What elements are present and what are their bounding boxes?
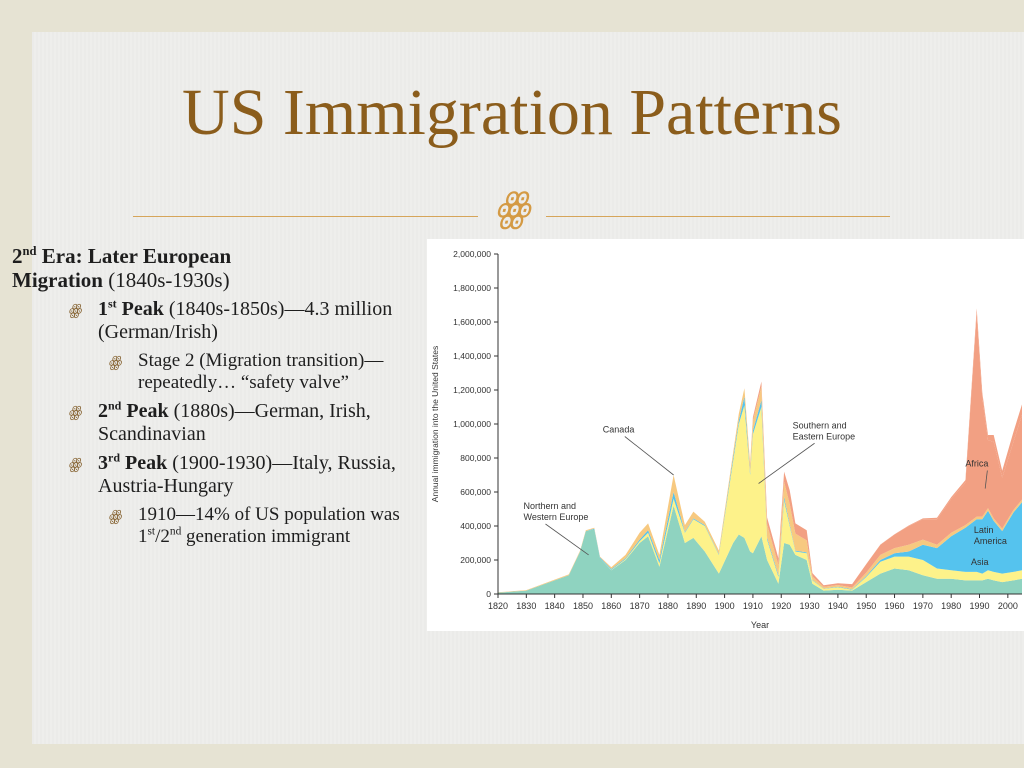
era-heading: 2nd Era: Later European Migration (1840s… <box>12 244 232 292</box>
bullet-first-peak: ꙮ 1st Peak (1840s-1850s)—4.3 million (Ge… <box>68 296 393 343</box>
y-tick-label: 1,400,000 <box>453 351 491 361</box>
chart-annotation-label: Latin <box>974 525 994 535</box>
y-tick-label: 1,800,000 <box>453 283 491 293</box>
annotation-pointer-line <box>984 470 988 489</box>
bullet-icon: ꙮ <box>68 405 82 421</box>
x-tick-label: 1840 <box>545 601 565 611</box>
immigration-chart: 0 200,000 400,000 600,000 800,000 1,000,000 1,… <box>427 239 1024 631</box>
title-divider-left <box>133 216 478 217</box>
chart-annotation-label: Africa <box>965 459 988 469</box>
annotation-pointer-line <box>624 436 674 476</box>
x-tick-label: 1880 <box>658 601 678 611</box>
area-series-northern-and-western-europe <box>498 505 1022 594</box>
x-axis-label: Year <box>751 620 769 630</box>
x-tick-label: 1910 <box>743 601 763 611</box>
y-tick-label: 800,000 <box>460 453 491 463</box>
x-tick-label: 1860 <box>601 601 621 611</box>
divider-ornament-icon: ꙮ <box>494 185 530 230</box>
bullet-icon: ꙮ <box>68 303 82 319</box>
x-tick-label: 1980 <box>941 601 961 611</box>
bullet-icon: ꙮ <box>108 355 122 371</box>
area-series-southern-and-eastern-europe <box>498 405 1022 593</box>
bullet-1910-population: ꙮ 1910—14% of US population was 1st/2nd … <box>108 504 400 547</box>
x-tick-label: 2000 <box>998 601 1018 611</box>
annotation-pointer-line <box>545 523 589 556</box>
y-tick-label: 1,000,000 <box>453 419 491 429</box>
x-tick-label: 1990 <box>969 601 989 611</box>
y-tick-label: 1,600,000 <box>453 317 491 327</box>
y-tick-label: 600,000 <box>460 487 491 497</box>
x-tick-label: 1960 <box>885 601 905 611</box>
y-tick-label: 1,200,000 <box>453 385 491 395</box>
chart-annotation-label: Northern and <box>523 501 576 511</box>
y-tick-label: 200,000 <box>460 555 491 565</box>
chart-annotation-label: Southern and <box>793 420 847 430</box>
y-tick-label: 2,000,000 <box>453 249 491 259</box>
x-tick-label: 1890 <box>686 601 706 611</box>
bullet-list: 2nd Era: Later European Migration (1840s… <box>12 244 412 548</box>
bullet-icon: ꙮ <box>108 509 122 525</box>
bullet-third-peak: ꙮ 3rd Peak (1900-1930)—Italy, Russia, Au… <box>68 450 396 497</box>
title-divider-right <box>546 216 890 217</box>
chart-annotation-label: Eastern Europe <box>793 431 856 441</box>
x-tick-label: 1830 <box>516 601 536 611</box>
y-axis-label: Annual immigration into the United State… <box>430 346 440 502</box>
chart-annotation-label: Canada <box>603 425 635 435</box>
x-tick-label: 1870 <box>630 601 650 611</box>
bullet-icon: ꙮ <box>68 457 82 473</box>
bullet-stage-2: ꙮ Stage 2 (Migration transition)—repeate… <box>108 350 384 393</box>
x-tick-label: 1820 <box>488 601 508 611</box>
annotation-pointer-line <box>758 442 815 484</box>
y-tick-label: 0 <box>486 589 491 599</box>
x-tick-label: 1850 <box>573 601 593 611</box>
x-tick-label: 1920 <box>771 601 791 611</box>
y-tick-label: 400,000 <box>460 521 491 531</box>
slide-title: US Immigration Patterns <box>182 76 842 149</box>
chart-annotation-label: America <box>974 536 1007 546</box>
x-tick-label: 1900 <box>715 601 735 611</box>
chart-svg: 0 200,000 400,000 600,000 800,000 1,000,000 1,… <box>430 249 1022 630</box>
chart-annotation-label: Western Europe <box>523 512 588 522</box>
x-tick-label: 1950 <box>856 601 876 611</box>
chart-annotation-label: Asia <box>971 557 989 567</box>
bullet-second-peak: ꙮ 2nd Peak (1880s)—German, Irish, Scandi… <box>68 398 371 445</box>
x-tick-label: 1930 <box>800 601 820 611</box>
x-tick-label: 1970 <box>913 601 933 611</box>
x-tick-label: 1940 <box>828 601 848 611</box>
